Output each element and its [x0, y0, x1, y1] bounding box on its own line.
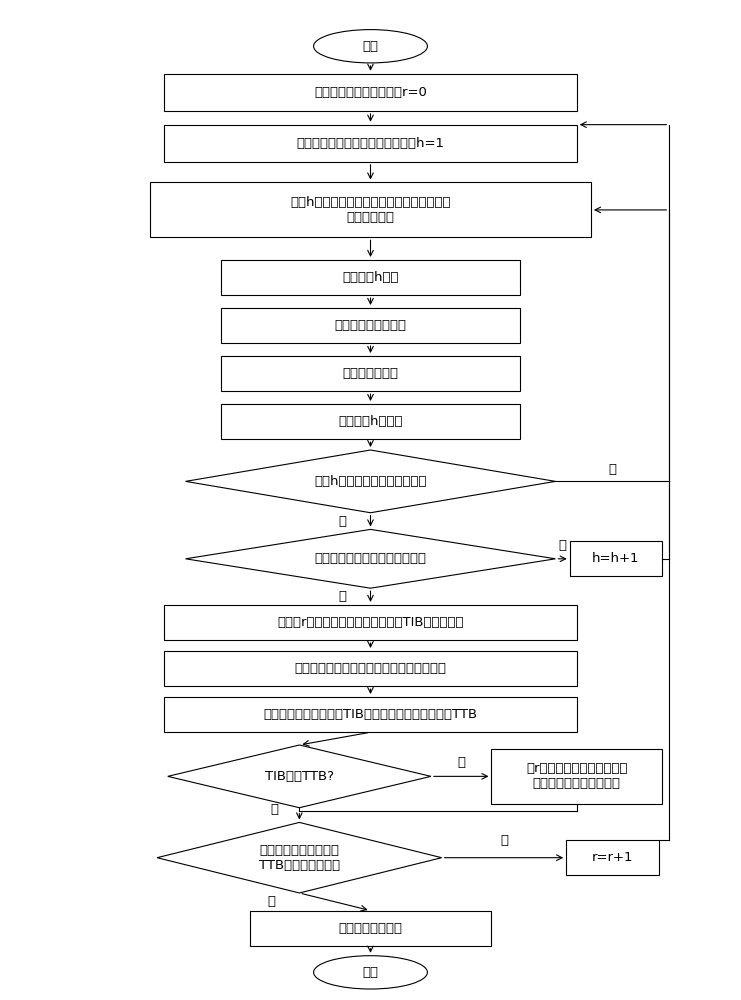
Text: 开始: 开始	[362, 40, 379, 53]
Text: 水滴h从可选路径中选择含沙量最小路径作为
下一访问路径: 水滴h从可选路径中选择含沙量最小路径作为 下一访问路径	[290, 196, 451, 224]
Text: 得到最终参数组合: 得到最终参数组合	[339, 922, 402, 935]
Text: h=h+1: h=h+1	[592, 552, 639, 565]
FancyBboxPatch shape	[165, 605, 576, 640]
Text: 是: 是	[267, 895, 275, 908]
FancyBboxPatch shape	[221, 356, 520, 391]
Text: 更新水滴h速度: 更新水滴h速度	[342, 271, 399, 284]
FancyBboxPatch shape	[221, 260, 520, 295]
Ellipse shape	[313, 30, 428, 63]
Polygon shape	[157, 822, 442, 893]
Polygon shape	[185, 450, 556, 513]
FancyBboxPatch shape	[165, 651, 576, 686]
Text: 获取第r次迭代的局部最优参数组合TIB及最优水滴: 获取第r次迭代的局部最优参数组合TIB及最优水滴	[277, 616, 464, 629]
Text: 更新路径含沙量: 更新路径含沙量	[342, 367, 399, 380]
Text: 比较局部最优参数组合TIB与当前全局最优参数组合TTB: 比较局部最优参数组合TIB与当前全局最优参数组合TTB	[264, 708, 477, 721]
Text: TIB优于TTB?: TIB优于TTB?	[265, 770, 334, 783]
Polygon shape	[167, 745, 431, 808]
FancyBboxPatch shape	[566, 840, 659, 875]
Text: 是: 是	[338, 590, 346, 603]
FancyBboxPatch shape	[250, 911, 491, 946]
Text: 利用最优水滴的含沙量更新最优路径含沙量: 利用最优水滴的含沙量更新最优路径含沙量	[294, 662, 447, 675]
FancyBboxPatch shape	[570, 541, 662, 576]
Text: 全部水滴置于初始搜索位置，初始h=1: 全部水滴置于初始搜索位置，初始h=1	[296, 137, 445, 150]
Text: r=r+1: r=r+1	[591, 851, 633, 864]
Text: 计算水滴含沙量增量: 计算水滴含沙量增量	[334, 319, 407, 332]
Text: 更新水滴h含沙量: 更新水滴h含沙量	[338, 415, 403, 428]
FancyBboxPatch shape	[221, 404, 520, 439]
FancyBboxPatch shape	[150, 182, 591, 237]
Text: 动态、静态参数初始化，r=0: 动态、静态参数初始化，r=0	[314, 86, 427, 99]
Polygon shape	[185, 529, 556, 588]
Text: 当前全局最优参数组合
TTB满足精度要求？: 当前全局最优参数组合 TTB满足精度要求？	[259, 844, 340, 872]
Text: 第r次迭代的局部最优参数组
合代替全局最优参数组合: 第r次迭代的局部最优参数组 合代替全局最优参数组合	[526, 762, 628, 790]
Text: 是: 是	[457, 756, 465, 769]
FancyBboxPatch shape	[221, 308, 520, 343]
Text: 否: 否	[500, 834, 508, 847]
FancyBboxPatch shape	[491, 749, 662, 804]
Text: 是: 是	[338, 515, 346, 528]
FancyBboxPatch shape	[165, 697, 576, 732]
Text: 水滴h是否完成整个路径图搜索: 水滴h是否完成整个路径图搜索	[314, 475, 427, 488]
Text: 否: 否	[608, 463, 617, 476]
Text: 否: 否	[559, 539, 567, 552]
FancyBboxPatch shape	[165, 74, 576, 111]
Text: 否: 否	[270, 803, 279, 816]
Ellipse shape	[313, 956, 428, 989]
Text: 所有水滴是否全部完成搜索过程: 所有水滴是否全部完成搜索过程	[314, 552, 427, 565]
Text: 结束: 结束	[362, 966, 379, 979]
FancyBboxPatch shape	[165, 125, 576, 162]
